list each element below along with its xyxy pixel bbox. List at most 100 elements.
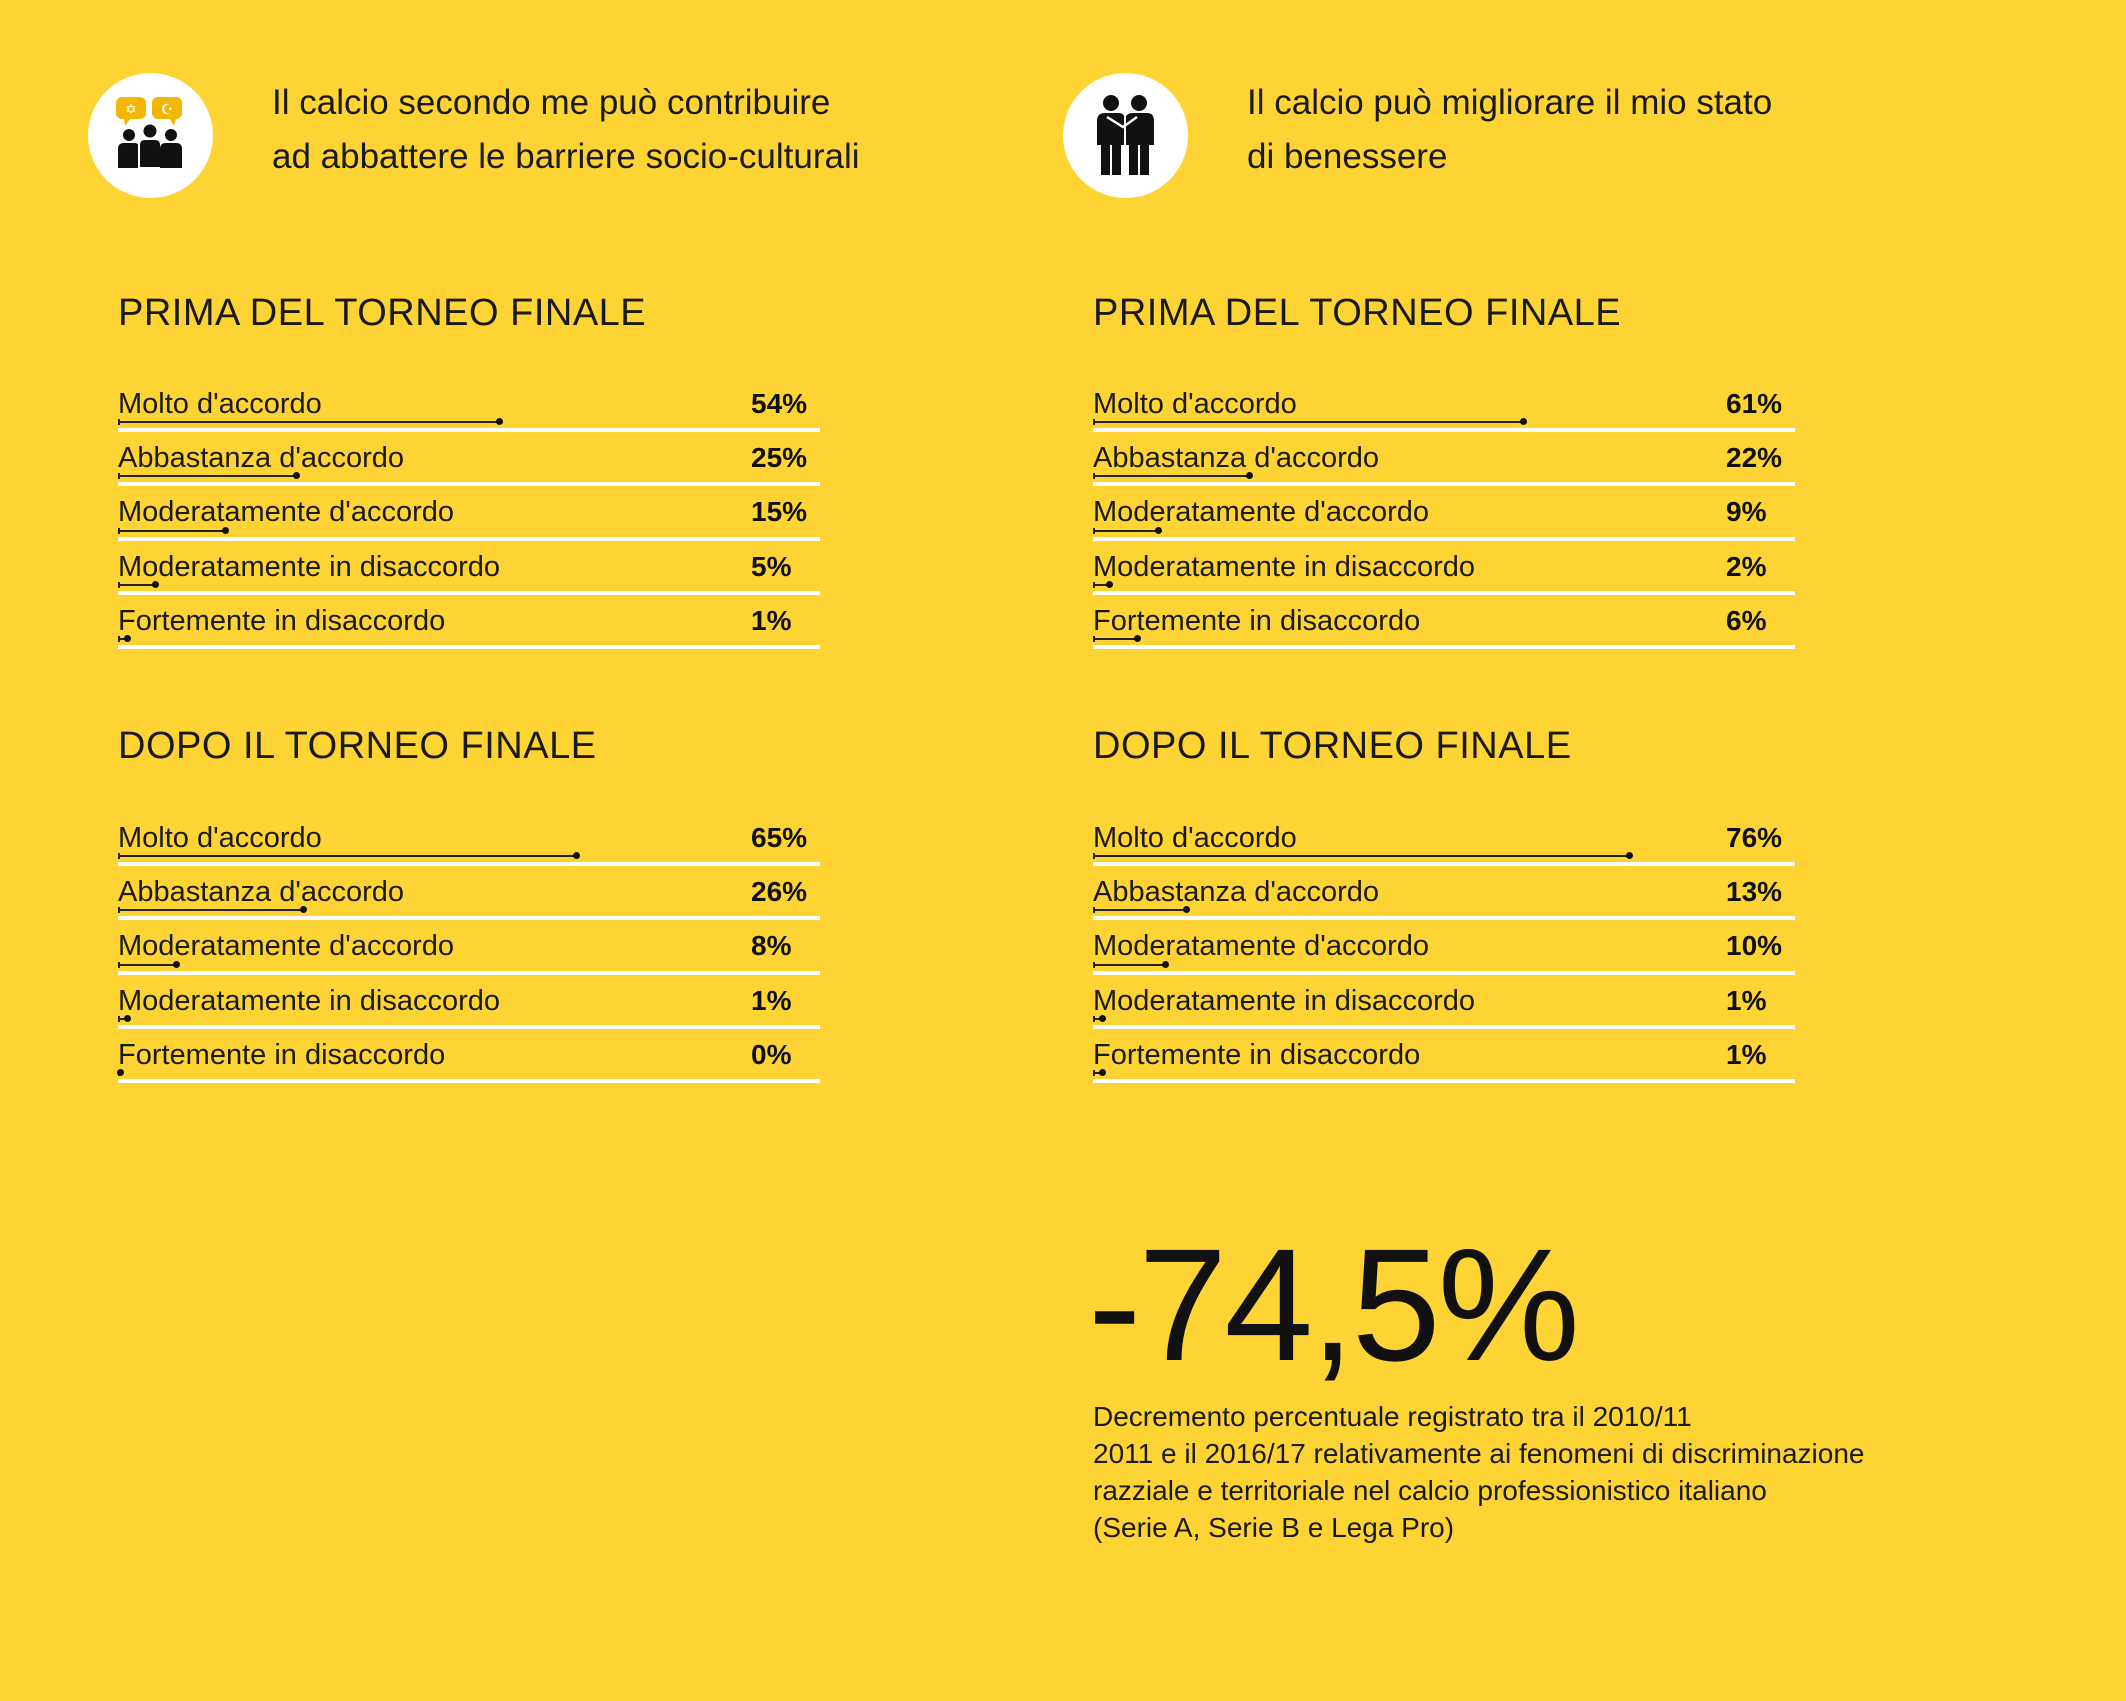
bar-row: Molto d'accordo 65% <box>118 814 820 868</box>
bar-row: Fortemente in disaccordo 0% <box>117 1031 820 1085</box>
bar-row: Molto d'accordo 61% <box>1093 380 1795 434</box>
question-line: di benessere <box>1247 137 1448 176</box>
bar-end-dot <box>1155 526 1163 534</box>
bar-value-label: 26% <box>751 876 808 908</box>
bar-start-tick <box>1093 527 1095 534</box>
bar-label: Fortemente in disaccordo <box>1093 604 1421 637</box>
bar-start-tick <box>118 635 120 642</box>
row-rule <box>1093 482 1795 487</box>
row-rule <box>1093 970 1795 975</box>
bar-label: Abbastanza d'accordo <box>1093 876 1380 909</box>
bar-row: Fortemente in disaccordo 6% <box>1093 597 1795 651</box>
bar-end-dot <box>299 906 307 914</box>
question-line: Il calcio secondo me può contribuire <box>272 83 831 122</box>
bar-track <box>1093 526 1795 534</box>
question-line: Il calcio può migliorare il mio stato <box>1247 83 1773 122</box>
bar-end-dot <box>1099 1068 1107 1076</box>
bar <box>120 529 226 532</box>
bar <box>1095 529 1159 532</box>
bar-row: Abbastanza d'accordo 22% <box>1093 434 1795 488</box>
bar <box>1095 909 1187 912</box>
row-rule <box>118 916 820 921</box>
bar-label: Molto d'accordo <box>118 822 322 854</box>
bar-value-label: 61% <box>1726 388 1783 419</box>
bar-row: Molto d'accordo 76% <box>1093 814 1795 868</box>
bar <box>1095 583 1110 586</box>
bar-label: Abbastanza d'accordo <box>1093 442 1380 475</box>
bar-start-tick <box>1093 473 1095 480</box>
row-rule <box>118 482 820 487</box>
bar-track <box>1093 1068 1795 1076</box>
caption-line: Decremento percentuale registrato tra il… <box>1093 1401 1692 1432</box>
caption-line: (Serie A, Serie B e Lega Pro) <box>1093 1512 1455 1543</box>
bar-start-tick <box>1093 853 1095 860</box>
bar-track <box>1093 580 1795 588</box>
bar-start-tick <box>1093 1069 1095 1076</box>
bar <box>120 583 156 586</box>
bar <box>1095 475 1250 478</box>
row-rule <box>1093 916 1795 921</box>
bar-list-after: Molto d'accordo 76% Abbastanza d'accordo 13… <box>1093 814 1795 1085</box>
bar-value-label: 10% <box>1726 930 1783 962</box>
bar <box>120 421 500 424</box>
bar-track <box>118 634 820 642</box>
bar-label: Abbastanza d'accordo <box>118 442 405 475</box>
bar <box>1095 421 1524 424</box>
bar <box>1095 855 1629 858</box>
bar-list-before: Molto d'accordo 54% Abbastanza d'accordo 25… <box>118 380 820 651</box>
bar-label: Moderatamente in disaccordo <box>118 550 501 583</box>
bar-row: Moderatamente in disaccordo 1% <box>1093 977 1795 1031</box>
bar-start-tick <box>1093 961 1095 968</box>
bar-end-dot <box>1106 580 1114 588</box>
bar-end-dot <box>496 418 504 426</box>
bar-value-label: 5% <box>751 550 792 582</box>
bar-track <box>118 418 820 426</box>
bar <box>120 963 177 966</box>
bar <box>1095 1071 1103 1074</box>
bar-start-tick <box>118 853 120 860</box>
bar-label: Moderatamente d'accordo <box>118 930 455 963</box>
bar-value-label: 1% <box>751 984 792 1016</box>
bar-label: Moderatamente in disaccordo <box>1093 984 1476 1017</box>
bar-end-dot <box>222 526 230 534</box>
row-rule <box>118 536 820 541</box>
row-rule <box>118 1024 820 1029</box>
bar-label: Molto d'accordo <box>1093 822 1297 854</box>
row-rule <box>1093 862 1795 867</box>
bar-row: Molto d'accordo 54% <box>118 380 820 434</box>
bar-track <box>118 960 820 968</box>
bar-end-dot <box>573 852 581 860</box>
bar-label: Fortemente in disaccordo <box>118 1038 446 1071</box>
bar-row: Moderatamente d'accordo 9% <box>1093 488 1795 542</box>
bar-list-after: Molto d'accordo 65% Abbastanza d'accordo 26… <box>117 814 820 1085</box>
bar-track <box>1093 960 1795 968</box>
caption-line: 2011 e il 2016/17 relativamente ai fenom… <box>1093 1438 1865 1469</box>
bar <box>1095 1017 1103 1020</box>
bar-row: Moderatamente in disaccordo 2% <box>1093 543 1795 597</box>
bar-value-label: 15% <box>751 496 808 528</box>
bar-value-label: 8% <box>751 930 792 962</box>
bar-end-dot <box>292 472 300 480</box>
bar <box>120 855 577 858</box>
bar-start-tick <box>118 961 120 968</box>
row-rule <box>1093 1078 1795 1083</box>
bar-value-label: 1% <box>1726 984 1767 1016</box>
bar-track <box>118 580 820 588</box>
bar-value-label: 9% <box>1726 496 1767 528</box>
question-line: ad abbattere le barriere socio-culturali <box>272 137 860 176</box>
bar-start-tick <box>118 419 120 426</box>
highlight-stat-caption: Decremento percentuale registrato tra il… <box>1093 1398 1993 1546</box>
row-rule <box>118 590 820 595</box>
bar-end-dot <box>173 960 181 968</box>
bar <box>120 475 296 478</box>
bar-track <box>118 1014 820 1022</box>
question-wellbeing: Il calcio può migliorare il mio stato di… <box>1247 76 1947 184</box>
bar-value-label: 0% <box>751 1038 792 1070</box>
bar-value-label: 54% <box>751 388 808 419</box>
section-title-after: DOPO IL TORNEO FINALE <box>118 725 597 767</box>
bar-end-dot <box>124 1014 132 1022</box>
row-rule <box>118 428 820 433</box>
bar-start-tick <box>1093 635 1095 642</box>
bar-end-dot <box>152 580 160 588</box>
bar-track <box>1093 1014 1795 1022</box>
